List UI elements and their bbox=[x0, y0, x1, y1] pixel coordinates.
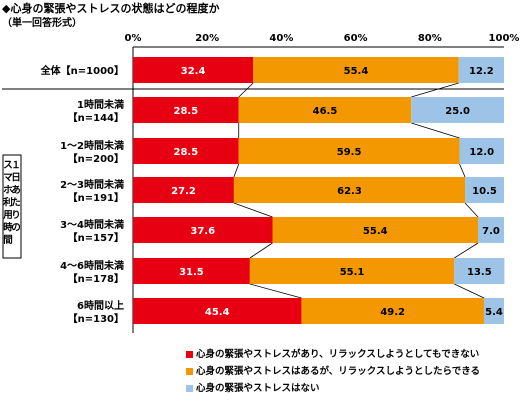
category-sample-label: 【n=200】 bbox=[68, 152, 124, 165]
data-label: 46.5 bbox=[313, 106, 338, 117]
data-label: 55.4 bbox=[344, 66, 369, 77]
bar-segment bbox=[253, 57, 459, 83]
category-label: 全体【n=1000】 bbox=[40, 64, 124, 77]
legend-label-series-1: 心身の緊張やストレスがあり、リラックスしようとしてもできない bbox=[196, 349, 480, 360]
bar-segment bbox=[238, 97, 412, 123]
bar-segment bbox=[133, 258, 250, 284]
bar-segment bbox=[465, 177, 504, 203]
legend-swatch-series-1 bbox=[186, 351, 193, 358]
connector-line bbox=[454, 242, 479, 259]
data-label: 7.0 bbox=[482, 226, 500, 237]
data-label: 13.5 bbox=[467, 267, 492, 278]
data-label: 27.2 bbox=[171, 186, 196, 197]
connector-line bbox=[238, 82, 254, 98]
bar-segment bbox=[411, 97, 504, 123]
bar-segment bbox=[249, 258, 455, 284]
data-label: 32.4 bbox=[181, 66, 206, 77]
data-label: 45.4 bbox=[205, 307, 230, 318]
category-sample-label: 【n=157】 bbox=[68, 231, 124, 244]
category-label: 6時間以上 bbox=[77, 299, 124, 312]
group-label-char: あ bbox=[11, 184, 21, 196]
bar-segment bbox=[459, 138, 504, 164]
bar-segment bbox=[133, 57, 254, 83]
connector-line bbox=[249, 283, 302, 299]
data-label: 62.3 bbox=[337, 186, 362, 197]
group-label-char: 日 bbox=[11, 173, 21, 184]
connector-line bbox=[459, 163, 466, 178]
x-tick-label: 40% bbox=[269, 33, 293, 44]
connector-line bbox=[233, 163, 240, 178]
connector-line bbox=[233, 202, 273, 218]
connector-line bbox=[411, 122, 460, 139]
bar-segment bbox=[133, 138, 239, 164]
bar-segment bbox=[454, 258, 505, 284]
category-sample-label: 【n=191】 bbox=[68, 191, 124, 204]
connector-line bbox=[411, 82, 459, 98]
legend-label-series-3: 心身の緊張やストレスはない bbox=[196, 383, 320, 394]
bar-segment bbox=[301, 298, 484, 324]
group-label-char: １ bbox=[11, 160, 21, 171]
data-label: 37.6 bbox=[190, 226, 215, 237]
category-label: 1～2時間未満 bbox=[60, 139, 124, 152]
category-sample-label: 【n=178】 bbox=[68, 272, 124, 285]
data-label: 10.5 bbox=[472, 186, 497, 197]
category-sample-label: 【n=130】 bbox=[68, 312, 124, 325]
x-tick-label: 0% bbox=[125, 33, 142, 44]
data-label: 55.4 bbox=[363, 226, 388, 237]
category-label: 4～6時間未満 bbox=[60, 259, 124, 272]
category-sample-label: 【n=144】 bbox=[68, 111, 124, 124]
bar-segment bbox=[133, 177, 234, 203]
bar-segment bbox=[133, 298, 302, 324]
category-label: 1時間未満 bbox=[77, 98, 124, 111]
data-label: 55.1 bbox=[340, 267, 365, 278]
chart-subtitle: （単一回答形式） bbox=[2, 18, 82, 29]
group-label-char: 用 bbox=[2, 210, 13, 221]
connector-line bbox=[464, 202, 479, 218]
group-label-char: 利 bbox=[2, 197, 13, 209]
bar-segment bbox=[133, 217, 273, 243]
bar-segment bbox=[458, 57, 504, 83]
data-label: 25.0 bbox=[445, 106, 470, 117]
bar-segment bbox=[478, 217, 504, 243]
legend-label-series-2: 心身の緊張やストレスはあるが、リラックスしようとしたらできる bbox=[196, 366, 481, 377]
group-label-char: の bbox=[11, 223, 21, 234]
x-tick-label: 20% bbox=[195, 33, 219, 44]
legend-swatch-series-2 bbox=[186, 368, 193, 375]
x-tick-label: 80% bbox=[418, 33, 442, 44]
x-tick-label: 60% bbox=[344, 33, 368, 44]
bar-segment bbox=[483, 298, 504, 324]
group-label-box bbox=[2, 154, 22, 259]
connector-line bbox=[249, 242, 273, 259]
group-label-char: ホ bbox=[3, 185, 13, 196]
data-label: 12.0 bbox=[469, 147, 494, 158]
data-label: 49.2 bbox=[380, 307, 405, 318]
group-label-char: り bbox=[11, 210, 21, 221]
data-label: 31.5 bbox=[179, 267, 204, 278]
data-label: 59.5 bbox=[337, 147, 362, 158]
group-label-char: マ bbox=[3, 173, 13, 184]
legend-swatch-series-3 bbox=[186, 385, 193, 392]
group-label-char: た bbox=[11, 198, 21, 209]
data-label: 28.5 bbox=[174, 147, 199, 158]
chart-title: ◆心身の緊張やストレスの状態はどの程度か bbox=[2, 2, 220, 15]
category-label: 3～4時間未満 bbox=[60, 218, 124, 231]
x-tick-label: 100% bbox=[489, 33, 520, 44]
bar-segment bbox=[238, 138, 460, 164]
group-label-char: 時 bbox=[3, 222, 13, 234]
connector-line bbox=[454, 283, 485, 299]
category-label: 2～3時間未満 bbox=[60, 178, 124, 191]
group-label-char: 間 bbox=[3, 234, 13, 246]
data-label: 28.5 bbox=[174, 106, 199, 117]
data-label: 5.4 bbox=[485, 307, 503, 318]
bar-segment bbox=[233, 177, 466, 203]
group-label-char: ス bbox=[3, 160, 13, 171]
data-label: 12.2 bbox=[469, 66, 494, 77]
bar-segment bbox=[272, 217, 479, 243]
bar-segment bbox=[133, 97, 239, 123]
